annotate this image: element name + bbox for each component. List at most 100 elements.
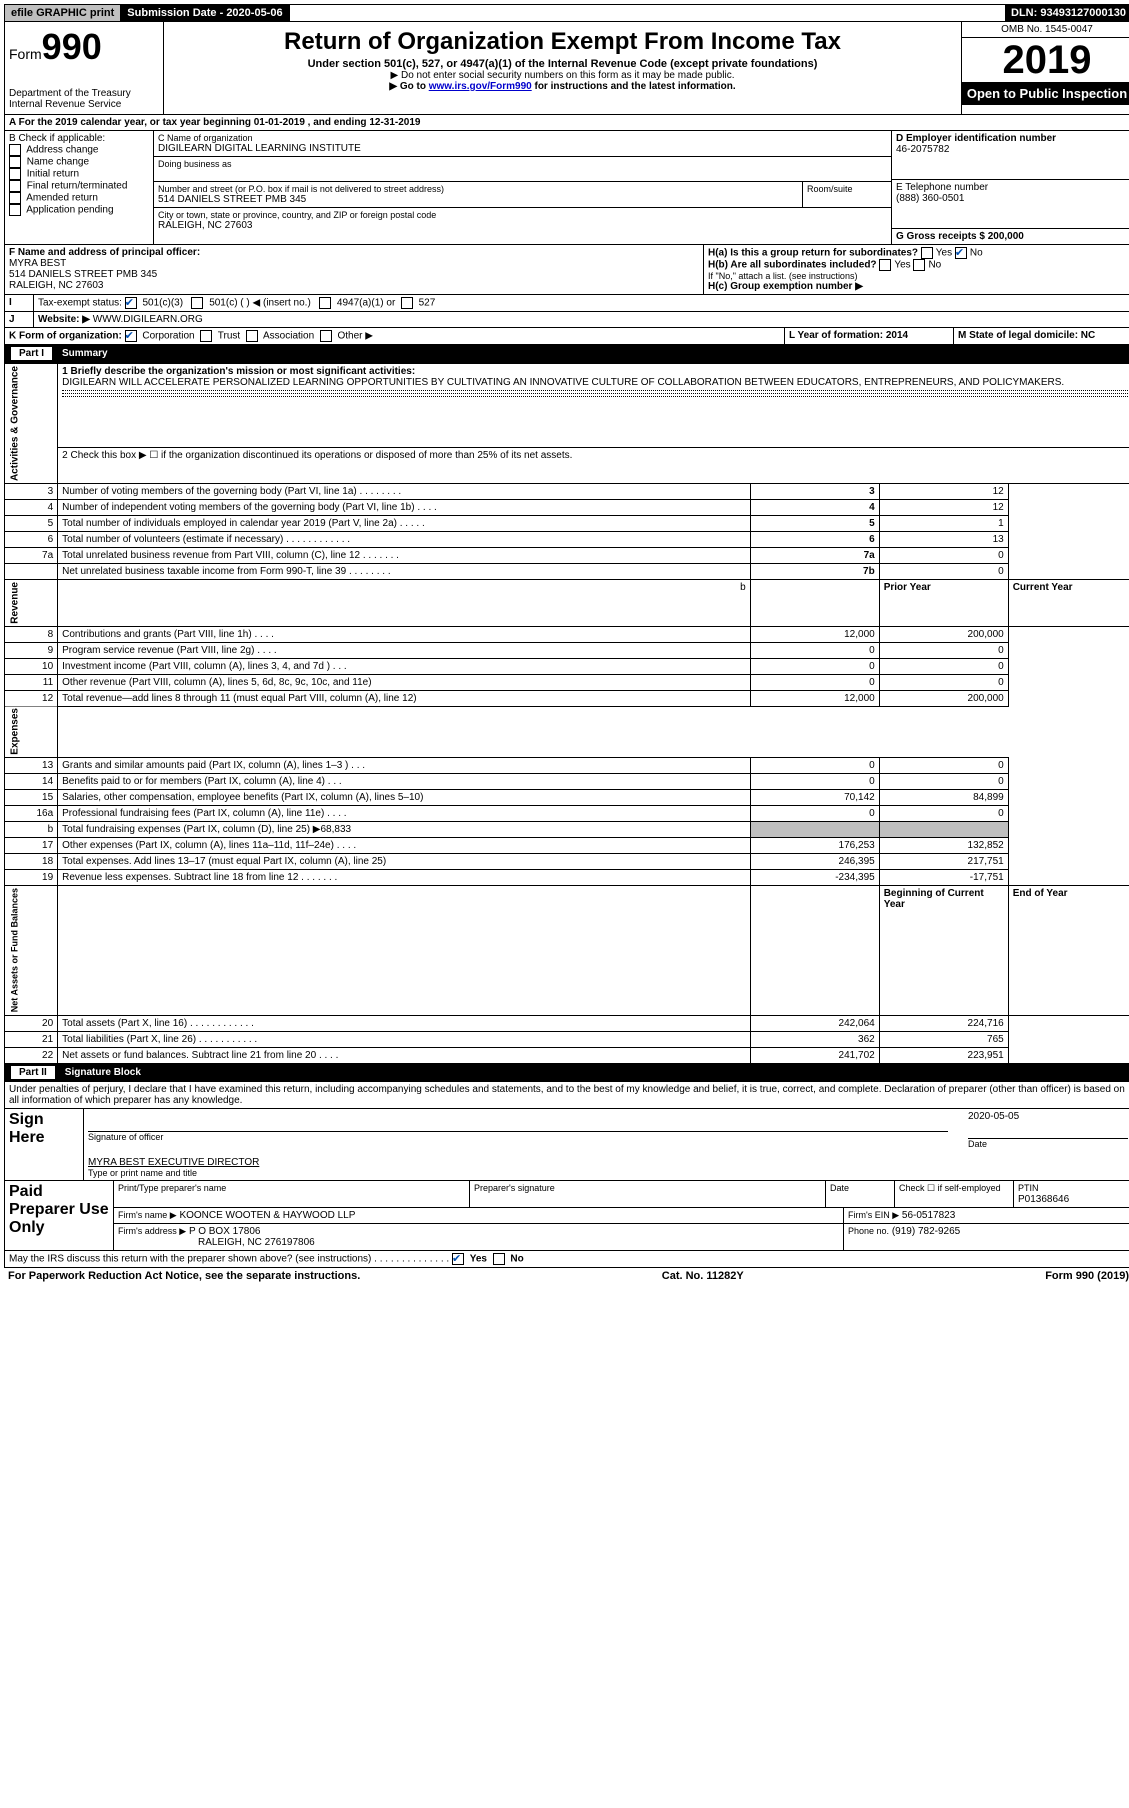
revenue-row: 12Total revenue—add lines 8 through 11 (… (5, 690, 1129, 706)
part2-header: Part II Signature Block (4, 1064, 1129, 1082)
k-assoc-checkbox[interactable] (246, 330, 258, 342)
expense-row: 18Total expenses. Add lines 13–17 (must … (5, 854, 1129, 870)
goto-prefix: ▶ Go to (389, 81, 428, 92)
ha-row: H(a) Is this a group return for subordin… (708, 247, 1128, 259)
part2-label: Part II (11, 1066, 55, 1079)
te-501c-checkbox[interactable] (191, 297, 203, 309)
officer-addr1: 514 DANIELS STREET PMB 345 (9, 269, 157, 280)
hc-label: H(c) Group exemption number ▶ (708, 281, 863, 292)
top-bar: efile GRAPHIC print Submission Date - 20… (4, 4, 1129, 22)
expense-row: 14Benefits paid to or for members (Part … (5, 774, 1129, 790)
firm-ein-label: Firm's EIN ▶ (848, 1210, 899, 1220)
year-formation: L Year of formation: 2014 (789, 330, 908, 341)
gov-row: 3Number of voting members of the governi… (5, 484, 1129, 500)
street-value: 514 DANIELS STREET PMB 345 (158, 194, 798, 205)
te-527-checkbox[interactable] (401, 297, 413, 309)
gov-row: 5Total number of individuals employed in… (5, 516, 1129, 532)
ha-no-checkbox[interactable] (955, 247, 967, 259)
entity-block: B Check if applicable: Address change Na… (4, 131, 1129, 245)
form990-link[interactable]: www.irs.gov/Form990 (429, 81, 532, 92)
org-name-label: C Name of organization (158, 133, 887, 143)
q2-text: 2 Check this box ▶ ☐ if the organization… (58, 448, 1129, 484)
website-value: WWW.DIGILEARN.ORG (93, 314, 203, 325)
eoy-header: End of Year (1008, 886, 1129, 1015)
firm-addr-label: Firm's address ▶ (118, 1226, 186, 1236)
sig-date-label: Date (968, 1139, 1128, 1149)
te-4947-checkbox[interactable] (319, 297, 331, 309)
vlabel-exp: Expenses (5, 706, 58, 758)
k-corp-checkbox[interactable] (125, 330, 137, 342)
dln: DLN: 93493127000130 (1005, 5, 1129, 21)
firm-ein: 56-0517823 (902, 1210, 955, 1221)
boxb-option: Initial return (9, 168, 149, 180)
boxb-checkbox[interactable] (9, 144, 21, 156)
sig-date-value: 2020-05-05 (968, 1111, 1128, 1122)
form-title: Return of Organization Exempt From Incom… (168, 28, 957, 56)
boxb-checkbox[interactable] (9, 180, 21, 192)
te-label: Tax-exempt status: (38, 298, 122, 309)
discuss-no-checkbox[interactable] (493, 1253, 505, 1265)
boxb-checkbox[interactable] (9, 192, 21, 204)
note-link: ▶ Go to www.irs.gov/Form990 for instruct… (168, 81, 957, 92)
te-501c: 501(c) ( ) ◀ (insert no.) (209, 298, 311, 309)
ptin-label: PTIN (1018, 1183, 1039, 1193)
row-b: b (58, 580, 751, 627)
form-990-num: 990 (42, 26, 102, 67)
firm-addr1: P O BOX 17806 (189, 1226, 261, 1237)
website-label: Website: ▶ (38, 314, 90, 325)
part1-label: Part I (11, 347, 52, 360)
ha-yes-checkbox[interactable] (921, 247, 933, 259)
hb-yes-checkbox[interactable] (879, 259, 891, 271)
paid-prep-label: Paid Preparer Use Only (5, 1181, 114, 1250)
org-name: DIGILEARN DIGITAL LEARNING INSTITUTE (158, 143, 887, 154)
form-header: Form990 Department of the Treasury Inter… (4, 22, 1129, 115)
pp-date-label: Date (830, 1183, 849, 1193)
netassets-row: 22Net assets or fund balances. Subtract … (5, 1047, 1129, 1063)
netassets-row: 20Total assets (Part X, line 16) . . . .… (5, 1015, 1129, 1031)
expense-row: 15Salaries, other compensation, employee… (5, 790, 1129, 806)
sig-officer-label: Signature of officer (88, 1132, 948, 1142)
sign-here-block: Sign Here Signature of officer 2020-05-0… (4, 1109, 1129, 1181)
no-label: No (970, 248, 983, 259)
efile-label[interactable]: efile GRAPHIC print (5, 5, 121, 21)
form-prefix: Form (9, 46, 42, 62)
k-trust: Trust (218, 331, 240, 342)
submission-date: Submission Date - 2020-05-06 (121, 5, 289, 21)
declaration: Under penalties of perjury, I declare th… (4, 1082, 1129, 1109)
k-other-checkbox[interactable] (320, 330, 332, 342)
form-number: Form990 (9, 26, 159, 68)
dba-label: Doing business as (158, 159, 887, 169)
tax-exempt-row: I Tax-exempt status: 501(c)(3) 501(c) ( … (4, 295, 1129, 312)
gov-row: Net unrelated business taxable income fr… (5, 564, 1129, 580)
j-label: J (5, 312, 34, 327)
discuss-yes-checkbox[interactable] (452, 1253, 464, 1265)
boxb-option: Application pending (9, 204, 149, 216)
expense-row: 13Grants and similar amounts paid (Part … (5, 758, 1129, 774)
boxb-checkbox[interactable] (9, 156, 21, 168)
boxb-checkbox[interactable] (9, 168, 21, 180)
vlabel-rev: Revenue (5, 580, 58, 627)
hb-row: H(b) Are all subordinates included? Yes … (708, 259, 1128, 271)
ein-label: D Employer identification number (896, 133, 1056, 144)
expense-row: 16aProfessional fundraising fees (Part I… (5, 806, 1129, 822)
hb-no-checkbox[interactable] (913, 259, 925, 271)
box-b-label: B Check if applicable: (9, 133, 149, 144)
omb-number: OMB No. 1545-0047 (962, 22, 1129, 38)
k-other: Other ▶ (337, 331, 372, 342)
part2-title: Signature Block (65, 1067, 141, 1078)
te-501c3: 501(c)(3) (142, 298, 183, 309)
prior-year-header: Prior Year (879, 580, 1008, 627)
period-text: A For the 2019 calendar year, or tax yea… (5, 115, 1129, 130)
boy-header: Beginning of Current Year (879, 886, 1008, 1015)
firm-name-label: Firm's name ▶ (118, 1210, 177, 1220)
k-trust-checkbox[interactable] (200, 330, 212, 342)
gov-row: 7aTotal unrelated business revenue from … (5, 548, 1129, 564)
yes-label-2: Yes (894, 260, 910, 271)
k-corp: Corporation (142, 331, 194, 342)
open-to-public: Open to Public Inspection (962, 82, 1129, 105)
no-label-2: No (928, 260, 941, 271)
footer-right: Form 990 (2019) (1045, 1270, 1129, 1282)
paid-preparer-block: Paid Preparer Use Only Print/Type prepar… (4, 1181, 1129, 1251)
te-501c3-checkbox[interactable] (125, 297, 137, 309)
boxb-checkbox[interactable] (9, 204, 21, 216)
